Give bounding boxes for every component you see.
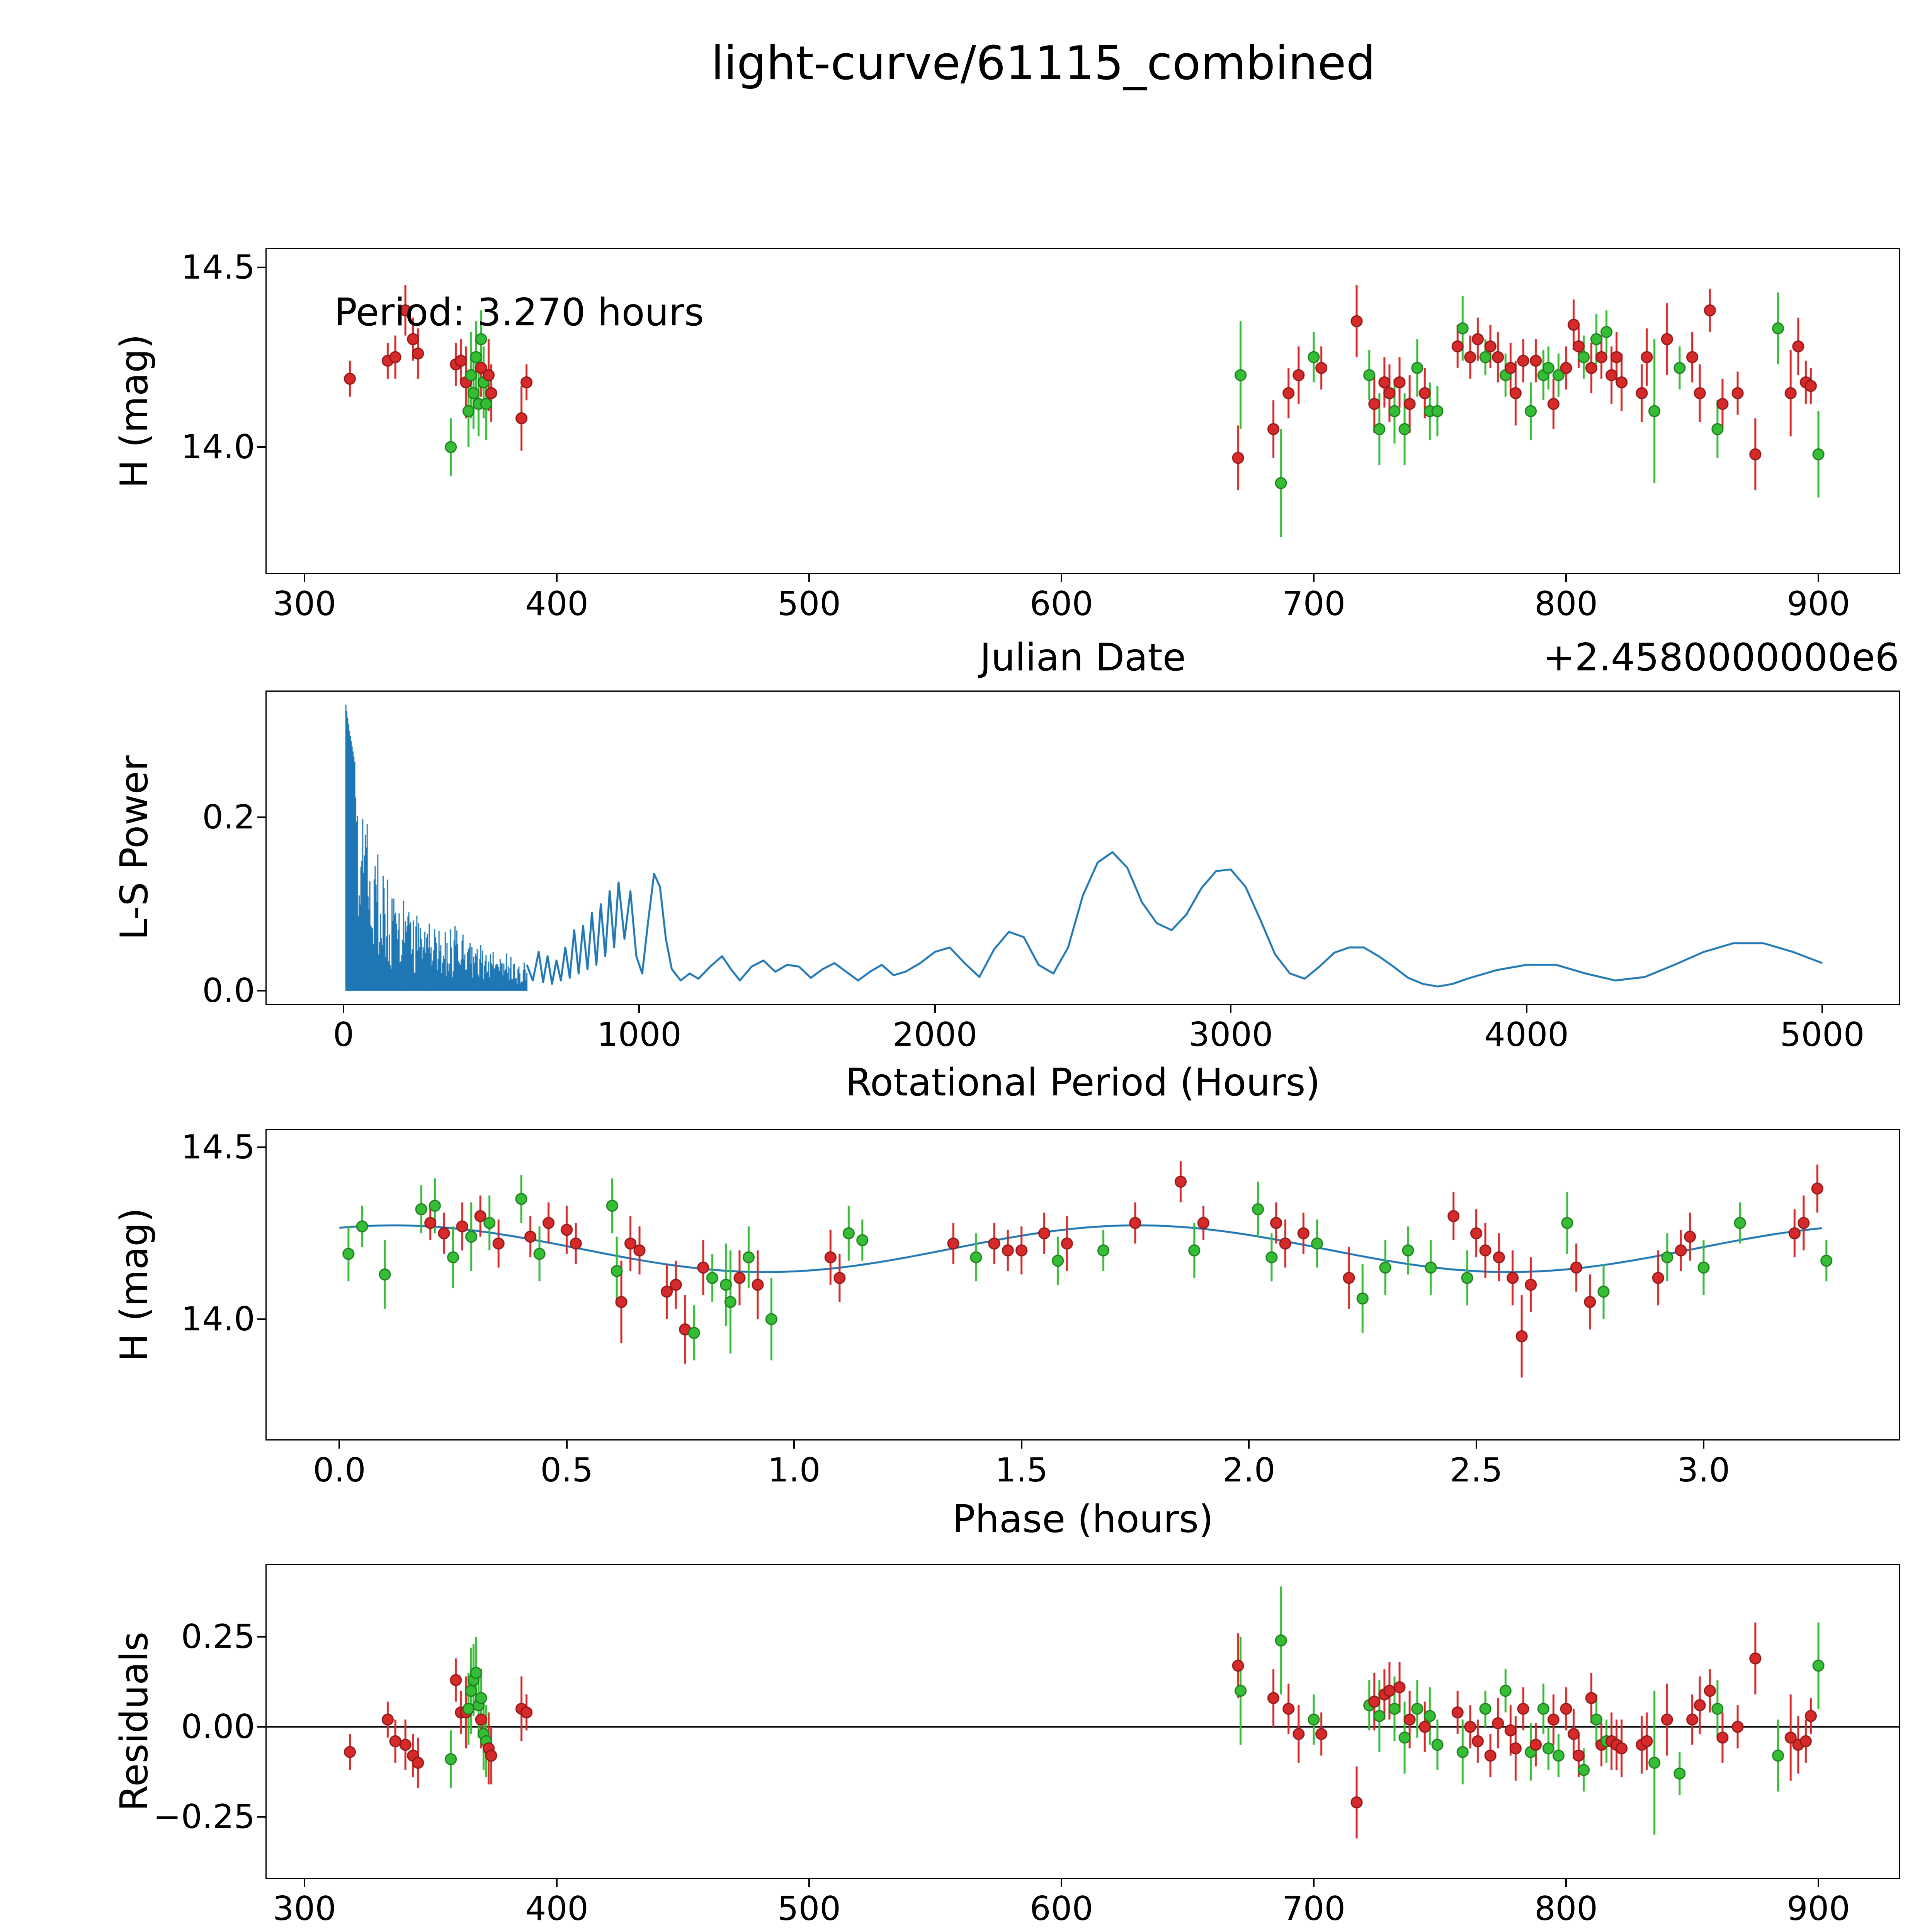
x-tick-mark	[808, 1878, 810, 1887]
x-tick-label: 3.0	[1677, 1451, 1730, 1490]
p1-x-axis-offset-text: +2.4580000000e6	[1543, 636, 1899, 680]
x-tick-label: 900	[1786, 585, 1850, 623]
x-tick-label: 900	[1786, 1889, 1850, 1928]
y-tick-mark	[257, 1816, 267, 1818]
x-tick-mark	[303, 573, 305, 582]
x-tick-label: 2.5	[1450, 1451, 1503, 1490]
x-tick-label: 1.0	[767, 1451, 821, 1490]
lomb_scargle_periodogram-canvas	[267, 692, 1899, 1004]
x-tick-label: 400	[525, 585, 589, 623]
x-tick-label: 500	[777, 585, 841, 623]
residuals_vs_julian_date-canvas	[267, 1565, 1899, 1878]
period-annotation: Period: 3.270 hours	[334, 291, 704, 335]
x-tick-label: 3000	[1188, 1015, 1273, 1054]
x-tick-mark	[1060, 573, 1062, 582]
x-tick-mark	[793, 1439, 795, 1449]
p2-x-axis-label: Rotational Period (Hours)	[845, 1061, 1320, 1105]
x-tick-label: 4000	[1484, 1015, 1569, 1054]
x-tick-label: 800	[1534, 1889, 1598, 1928]
x-tick-label: 400	[525, 1889, 589, 1928]
x-tick-label: 1000	[597, 1015, 682, 1054]
x-tick-mark	[338, 1439, 340, 1449]
x-tick-mark	[1313, 1878, 1315, 1887]
x-tick-mark	[1818, 1878, 1820, 1887]
y-tick-mark	[257, 990, 267, 992]
x-tick-label: 800	[1534, 585, 1598, 623]
y-tick-label: 14.0	[181, 1299, 255, 1338]
x-tick-mark	[1313, 573, 1315, 582]
y-tick-mark	[257, 1318, 267, 1320]
y-tick-label: 0.00	[181, 1707, 255, 1746]
x-tick-mark	[343, 1004, 344, 1013]
y-tick-mark	[257, 266, 267, 268]
x-tick-label: 2000	[893, 1015, 978, 1054]
axes-frame	[265, 1129, 1900, 1440]
x-tick-mark	[1565, 1878, 1567, 1887]
y-tick-label: 0.2	[202, 798, 255, 837]
x-tick-label: 300	[272, 1889, 337, 1928]
x-tick-label: 5000	[1780, 1015, 1865, 1054]
x-tick-mark	[556, 573, 558, 582]
x-tick-mark	[556, 1878, 558, 1887]
x-tick-label: 500	[777, 1889, 841, 1928]
p1-x-axis-label: Julian Date	[980, 636, 1186, 680]
x-tick-mark	[1230, 1004, 1232, 1013]
x-tick-mark	[1702, 1439, 1704, 1449]
y-tick-mark	[257, 816, 267, 818]
y-tick-mark	[257, 1726, 267, 1728]
p2-y-axis-label: L-S Power	[112, 755, 156, 940]
x-tick-mark	[808, 573, 810, 582]
y-tick-label: −0.25	[153, 1797, 255, 1836]
x-tick-mark	[1526, 1004, 1527, 1013]
x-tick-mark	[1060, 1878, 1062, 1887]
x-tick-label: 0.5	[540, 1451, 594, 1490]
y-tick-label: 0.25	[181, 1617, 255, 1656]
y-tick-label: 0.0	[202, 971, 255, 1010]
x-tick-mark	[303, 1878, 305, 1887]
x-tick-label: 600	[1029, 1889, 1094, 1928]
x-tick-mark	[1020, 1439, 1022, 1449]
axes-frame	[265, 1564, 1900, 1879]
x-tick-mark	[1475, 1439, 1477, 1449]
x-tick-label: 300	[272, 585, 337, 623]
x-tick-label: 700	[1282, 1889, 1346, 1928]
x-tick-mark	[1821, 1004, 1823, 1013]
p3-x-axis-label: Phase (hours)	[952, 1497, 1214, 1541]
figure-title: light-curve/61115_combined	[711, 37, 1376, 90]
x-tick-mark	[566, 1439, 568, 1449]
y-tick-mark	[257, 1146, 267, 1148]
x-tick-mark	[1248, 1439, 1250, 1449]
y-tick-mark	[257, 1636, 267, 1638]
y-tick-label: 14.5	[181, 248, 255, 287]
axes-frame	[265, 248, 1900, 574]
x-tick-mark	[934, 1004, 936, 1013]
phase_folded_lightcurve-canvas	[267, 1130, 1899, 1439]
p3-y-axis-label: H (mag)	[112, 1208, 156, 1362]
x-tick-label: 1.5	[995, 1451, 1048, 1490]
x-tick-mark	[1818, 573, 1820, 582]
x-tick-label: 0.0	[313, 1451, 366, 1490]
axes-frame	[265, 690, 1900, 1005]
y-tick-label: 14.0	[181, 428, 255, 467]
x-tick-mark	[1565, 573, 1567, 582]
lightcurve_vs_julian_date-canvas	[267, 249, 1899, 573]
x-tick-label: 0	[333, 1015, 354, 1054]
p4-y-axis-label: Residuals	[112, 1631, 156, 1811]
x-tick-label: 2.0	[1222, 1451, 1276, 1490]
y-tick-label: 14.5	[181, 1128, 255, 1167]
y-tick-mark	[257, 446, 267, 448]
x-tick-label: 600	[1029, 585, 1094, 623]
x-tick-mark	[638, 1004, 640, 1013]
p1-y-axis-label: H (mag)	[112, 334, 156, 488]
x-tick-label: 700	[1282, 585, 1346, 623]
